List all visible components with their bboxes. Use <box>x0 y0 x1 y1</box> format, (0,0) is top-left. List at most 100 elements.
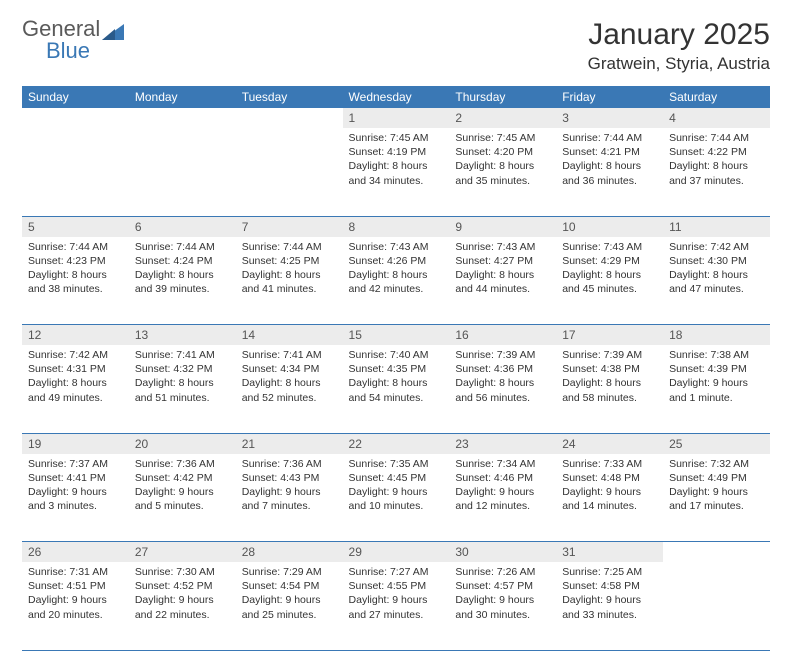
day-number-row: 19202122232425 <box>22 433 770 454</box>
calendar-body: 1234Sunrise: 7:45 AMSunset: 4:19 PMDayli… <box>22 108 770 650</box>
day-detail-text: Sunrise: 7:44 AMSunset: 4:25 PMDaylight:… <box>236 237 343 303</box>
day-number-cell: 8 <box>343 216 450 237</box>
day-detail-text: Sunrise: 7:41 AMSunset: 4:34 PMDaylight:… <box>236 345 343 411</box>
day-number: 27 <box>129 542 236 562</box>
day-content-cell: Sunrise: 7:33 AMSunset: 4:48 PMDaylight:… <box>556 454 663 542</box>
day-number-cell: 21 <box>236 433 343 454</box>
day-content-row: Sunrise: 7:37 AMSunset: 4:41 PMDaylight:… <box>22 454 770 542</box>
day-number <box>236 108 343 128</box>
day-content-cell <box>22 128 129 216</box>
day-detail-text: Sunrise: 7:44 AMSunset: 4:24 PMDaylight:… <box>129 237 236 303</box>
day-number-cell: 18 <box>663 325 770 346</box>
day-number: 31 <box>556 542 663 562</box>
day-number: 13 <box>129 325 236 345</box>
day-number: 18 <box>663 325 770 345</box>
day-number-cell: 29 <box>343 542 450 563</box>
day-number-cell: 6 <box>129 216 236 237</box>
day-detail-text: Sunrise: 7:43 AMSunset: 4:29 PMDaylight:… <box>556 237 663 303</box>
day-content-cell: Sunrise: 7:36 AMSunset: 4:42 PMDaylight:… <box>129 454 236 542</box>
weekday-header: Monday <box>129 86 236 108</box>
day-number-cell: 16 <box>449 325 556 346</box>
day-detail-text: Sunrise: 7:42 AMSunset: 4:31 PMDaylight:… <box>22 345 129 411</box>
day-content-cell: Sunrise: 7:25 AMSunset: 4:58 PMDaylight:… <box>556 562 663 650</box>
day-detail-text: Sunrise: 7:30 AMSunset: 4:52 PMDaylight:… <box>129 562 236 628</box>
weekday-header: Friday <box>556 86 663 108</box>
day-number-cell <box>129 108 236 128</box>
month-title: January 2025 <box>588 18 770 52</box>
day-detail-text: Sunrise: 7:37 AMSunset: 4:41 PMDaylight:… <box>22 454 129 520</box>
day-detail-text: Sunrise: 7:35 AMSunset: 4:45 PMDaylight:… <box>343 454 450 520</box>
day-number-cell: 2 <box>449 108 556 128</box>
day-detail-text: Sunrise: 7:38 AMSunset: 4:39 PMDaylight:… <box>663 345 770 411</box>
day-number-cell <box>663 542 770 563</box>
day-number-cell: 10 <box>556 216 663 237</box>
logo-text-2: Blue <box>46 40 124 62</box>
day-number: 21 <box>236 434 343 454</box>
day-number: 7 <box>236 217 343 237</box>
day-detail-text: Sunrise: 7:29 AMSunset: 4:54 PMDaylight:… <box>236 562 343 628</box>
day-number: 25 <box>663 434 770 454</box>
day-number: 15 <box>343 325 450 345</box>
day-content-cell: Sunrise: 7:26 AMSunset: 4:57 PMDaylight:… <box>449 562 556 650</box>
day-content-row: Sunrise: 7:42 AMSunset: 4:31 PMDaylight:… <box>22 345 770 433</box>
day-content-cell: Sunrise: 7:44 AMSunset: 4:23 PMDaylight:… <box>22 237 129 325</box>
day-content-row: Sunrise: 7:45 AMSunset: 4:19 PMDaylight:… <box>22 128 770 216</box>
day-content-cell: Sunrise: 7:27 AMSunset: 4:55 PMDaylight:… <box>343 562 450 650</box>
day-content-cell: Sunrise: 7:36 AMSunset: 4:43 PMDaylight:… <box>236 454 343 542</box>
day-number-cell: 27 <box>129 542 236 563</box>
day-number <box>22 108 129 128</box>
day-content-cell: Sunrise: 7:43 AMSunset: 4:26 PMDaylight:… <box>343 237 450 325</box>
day-number-cell: 19 <box>22 433 129 454</box>
day-detail-text: Sunrise: 7:44 AMSunset: 4:23 PMDaylight:… <box>22 237 129 303</box>
day-number-cell: 26 <box>22 542 129 563</box>
day-content-cell: Sunrise: 7:39 AMSunset: 4:38 PMDaylight:… <box>556 345 663 433</box>
day-number: 3 <box>556 108 663 128</box>
day-number-cell: 7 <box>236 216 343 237</box>
day-number-cell: 24 <box>556 433 663 454</box>
day-number: 9 <box>449 217 556 237</box>
day-number-cell: 3 <box>556 108 663 128</box>
day-detail-text: Sunrise: 7:34 AMSunset: 4:46 PMDaylight:… <box>449 454 556 520</box>
day-number-cell: 17 <box>556 325 663 346</box>
day-detail-text: Sunrise: 7:33 AMSunset: 4:48 PMDaylight:… <box>556 454 663 520</box>
weekday-header-row: SundayMondayTuesdayWednesdayThursdayFrid… <box>22 86 770 108</box>
day-detail-text: Sunrise: 7:39 AMSunset: 4:38 PMDaylight:… <box>556 345 663 411</box>
day-number-row: 1234 <box>22 108 770 128</box>
weekday-header: Sunday <box>22 86 129 108</box>
day-content-cell: Sunrise: 7:38 AMSunset: 4:39 PMDaylight:… <box>663 345 770 433</box>
day-detail-text: Sunrise: 7:27 AMSunset: 4:55 PMDaylight:… <box>343 562 450 628</box>
day-detail-text <box>663 562 770 571</box>
day-content-cell: Sunrise: 7:45 AMSunset: 4:20 PMDaylight:… <box>449 128 556 216</box>
header: GeneralBlueJanuary 2025Gratwein, Styria,… <box>22 18 770 74</box>
weekday-header: Saturday <box>663 86 770 108</box>
day-content-cell: Sunrise: 7:31 AMSunset: 4:51 PMDaylight:… <box>22 562 129 650</box>
day-content-cell: Sunrise: 7:44 AMSunset: 4:25 PMDaylight:… <box>236 237 343 325</box>
logo: GeneralBlue <box>22 18 124 62</box>
day-number-row: 262728293031 <box>22 542 770 563</box>
calendar-table: SundayMondayTuesdayWednesdayThursdayFrid… <box>22 86 770 651</box>
day-number: 28 <box>236 542 343 562</box>
day-detail-text: Sunrise: 7:36 AMSunset: 4:43 PMDaylight:… <box>236 454 343 520</box>
day-number-cell <box>236 108 343 128</box>
day-detail-text: Sunrise: 7:43 AMSunset: 4:27 PMDaylight:… <box>449 237 556 303</box>
logo-text-1: General <box>22 18 100 40</box>
day-detail-text: Sunrise: 7:42 AMSunset: 4:30 PMDaylight:… <box>663 237 770 303</box>
day-content-cell: Sunrise: 7:44 AMSunset: 4:24 PMDaylight:… <box>129 237 236 325</box>
day-detail-text: Sunrise: 7:25 AMSunset: 4:58 PMDaylight:… <box>556 562 663 628</box>
day-content-cell: Sunrise: 7:37 AMSunset: 4:41 PMDaylight:… <box>22 454 129 542</box>
day-number: 17 <box>556 325 663 345</box>
day-number-cell: 22 <box>343 433 450 454</box>
day-number-cell: 9 <box>449 216 556 237</box>
day-content-cell <box>129 128 236 216</box>
day-detail-text: Sunrise: 7:36 AMSunset: 4:42 PMDaylight:… <box>129 454 236 520</box>
day-number-cell: 28 <box>236 542 343 563</box>
day-detail-text: Sunrise: 7:45 AMSunset: 4:20 PMDaylight:… <box>449 128 556 194</box>
day-number-cell: 30 <box>449 542 556 563</box>
day-number: 12 <box>22 325 129 345</box>
day-number: 6 <box>129 217 236 237</box>
day-number: 26 <box>22 542 129 562</box>
day-content-cell: Sunrise: 7:35 AMSunset: 4:45 PMDaylight:… <box>343 454 450 542</box>
day-number: 4 <box>663 108 770 128</box>
day-detail-text: Sunrise: 7:44 AMSunset: 4:22 PMDaylight:… <box>663 128 770 194</box>
day-number-cell: 12 <box>22 325 129 346</box>
